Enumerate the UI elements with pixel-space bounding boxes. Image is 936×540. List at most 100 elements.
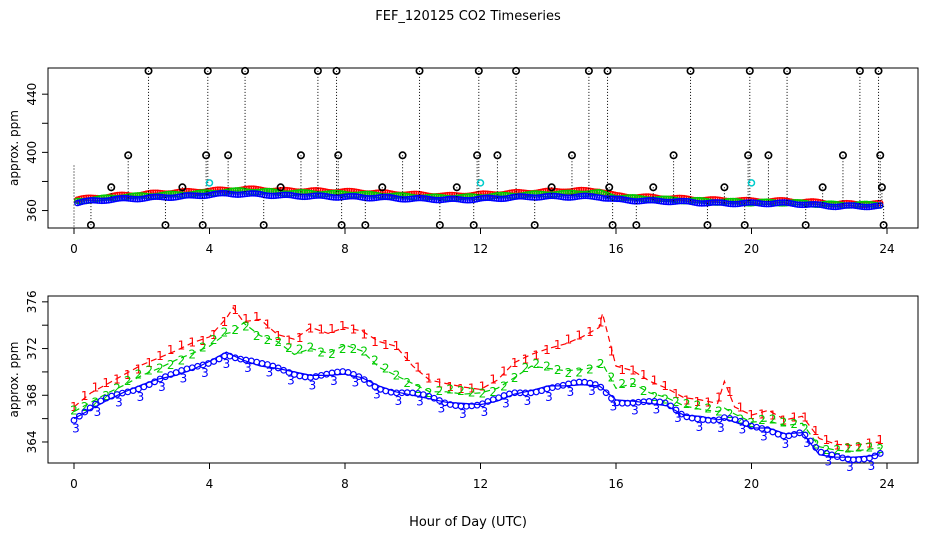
series-2-marker: 2 (597, 357, 605, 371)
spike-point (720, 183, 729, 192)
spike-point (313, 66, 322, 75)
spike-point (435, 221, 444, 230)
series-1-marker: 1 (704, 395, 712, 409)
series-3-point (855, 456, 863, 464)
base-point-series3 (533, 194, 541, 201)
base-point-series3 (660, 198, 668, 205)
base-point-series3 (312, 192, 320, 199)
series-3-point (75, 412, 83, 420)
series-3-marker: 3 (567, 385, 575, 399)
spike-point (877, 183, 886, 192)
series-3-point (559, 381, 567, 389)
spike-point (686, 66, 695, 75)
spike-point (512, 66, 521, 75)
series-3-point (215, 355, 223, 363)
base-point-series3 (96, 197, 103, 204)
series-3-marker: 3 (438, 402, 446, 416)
series-3-point (602, 389, 610, 397)
series-2-marker: 2 (167, 358, 175, 372)
base-point-series3 (98, 197, 106, 205)
series-2-marker: 2 (135, 367, 143, 381)
series-2-marker: 2 (221, 325, 229, 339)
base-point-series3 (798, 201, 806, 209)
base-point-series3 (830, 203, 837, 211)
spike-point (584, 66, 593, 75)
series-1-marker: 1 (769, 409, 777, 423)
spike-point (398, 151, 407, 160)
series-2-marker: 2 (769, 412, 777, 426)
base-point-series3 (134, 195, 141, 203)
y-tick-label: 400 (25, 141, 39, 164)
series-3-point (253, 358, 261, 366)
spike-point (603, 66, 612, 75)
series-2-marker: 2 (780, 416, 788, 430)
base-point-series3 (667, 198, 674, 206)
base-point-series3 (859, 203, 866, 211)
series-3-marker: 3 (373, 388, 381, 402)
base-point-series3 (451, 195, 458, 203)
base-point-series3 (437, 196, 445, 204)
spike-point (202, 151, 211, 160)
spike-point (276, 183, 285, 192)
base-point-series3 (413, 194, 420, 202)
series-3-point (806, 437, 814, 445)
series-1-marker: 1 (801, 410, 809, 424)
base-point-series3 (466, 196, 474, 204)
base-point-series3 (714, 199, 721, 206)
base-point-series3 (314, 192, 322, 199)
series-2-marker: 2 (285, 341, 293, 355)
base-point-series3 (462, 196, 469, 204)
series-3-point (769, 428, 777, 436)
series-2-marker: 2 (274, 335, 282, 349)
base-point-series3 (85, 197, 92, 204)
base-point-series3 (794, 201, 801, 208)
series-3-marker: 3 (330, 374, 338, 388)
series-1-marker: 1 (350, 322, 358, 336)
spike-point (124, 151, 133, 160)
series-1-marker: 1 (747, 408, 755, 422)
base-point-series3 (546, 192, 554, 200)
base-point-series3 (729, 200, 737, 208)
base-point-series3 (87, 197, 95, 204)
series-2-marker: 2 (608, 370, 616, 384)
series-2-marker: 2 (414, 382, 422, 396)
base-point-series3 (566, 194, 574, 201)
base-point-series3 (199, 192, 206, 200)
base-point-series3 (645, 197, 652, 204)
spike-point (744, 151, 753, 160)
base-point-series3 (279, 191, 286, 199)
series-3-marker: 3 (115, 395, 123, 409)
series-3-point (366, 379, 374, 387)
base-point-series3 (283, 191, 291, 199)
series-3-point (301, 373, 309, 381)
base-point-series3 (616, 195, 623, 203)
y-axis-label: approx. ppm (7, 110, 21, 186)
series-3-point (172, 369, 180, 376)
series-2-marker: 2 (317, 345, 325, 359)
series-2-marker: 2 (543, 359, 551, 373)
base-point-series3 (397, 195, 405, 203)
base-point-series3 (399, 196, 407, 203)
series-3-marker: 3 (545, 390, 553, 404)
base-point-series3 (116, 195, 124, 202)
base-point-series3 (348, 192, 355, 200)
series-3-point (511, 389, 519, 397)
series-1-marker: 1 (242, 312, 250, 326)
base-point-series3 (401, 196, 409, 203)
base-point-series3 (863, 203, 871, 211)
series-3-point (371, 383, 379, 391)
base-point-series3 (448, 195, 456, 203)
base-point-series3 (493, 195, 500, 202)
series-3-marker: 3 (674, 411, 682, 425)
series-3-point (452, 402, 460, 409)
series-2-marker: 2 (575, 366, 583, 380)
series-3-marker: 3 (94, 405, 102, 419)
series-2-marker: 2 (704, 402, 712, 416)
series-2-marker: 2 (436, 384, 444, 398)
base-point-series3 (562, 194, 570, 201)
series-2-marker: 2 (457, 384, 465, 398)
spike-point (334, 151, 343, 160)
series-3-marker: 3 (868, 459, 876, 473)
base-point-series3 (861, 203, 868, 211)
series-1-marker: 1 (500, 364, 508, 378)
